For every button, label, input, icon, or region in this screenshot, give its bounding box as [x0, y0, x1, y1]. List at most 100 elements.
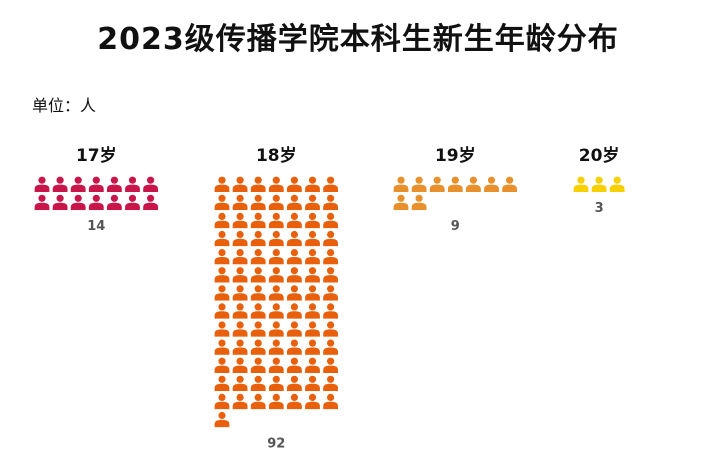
- person-icon: [323, 285, 338, 301]
- person-icon: [287, 357, 302, 373]
- person-icon: [591, 176, 607, 192]
- person-icon: [323, 176, 338, 192]
- category-label: 19岁: [435, 145, 476, 166]
- person-icon: [125, 194, 140, 211]
- person-icon: [88, 176, 104, 192]
- value-label: 9: [451, 219, 460, 234]
- person-icon: [214, 357, 230, 373]
- person-icon: [323, 249, 338, 265]
- person-icon: [305, 230, 320, 247]
- person-icon: [323, 267, 338, 283]
- person-icon: [305, 212, 320, 229]
- person-icon: [250, 267, 266, 283]
- person-icon: [393, 194, 409, 211]
- person-icon: [411, 176, 427, 192]
- person-icon: [232, 303, 248, 319]
- person-icon: [287, 393, 302, 410]
- category-label: 17岁: [76, 145, 117, 166]
- person-icon: [609, 176, 625, 192]
- person-icon: [250, 212, 266, 229]
- person-icon: [268, 212, 284, 229]
- person-icon: [268, 321, 284, 337]
- person-icon: [214, 230, 230, 247]
- person-icon: [466, 176, 481, 192]
- person-icon: [411, 194, 427, 211]
- person-icon: [323, 321, 338, 337]
- person-icon: [232, 212, 248, 229]
- person-icon: [287, 375, 302, 392]
- person-icon: [484, 176, 499, 192]
- person-icon: [323, 339, 338, 355]
- category-group: 18岁 92: [214, 145, 338, 451]
- person-icon: [250, 303, 266, 319]
- chart-title: 2023级传播学院本科生新生年龄分布: [97, 22, 619, 57]
- person-icon: [232, 357, 248, 373]
- person-icon: [323, 194, 338, 211]
- person-icon: [268, 267, 284, 283]
- person-icon: [232, 230, 248, 247]
- person-icon: [214, 212, 230, 229]
- person-icon: [268, 249, 284, 265]
- person-icon: [287, 176, 302, 192]
- person-icon: [214, 393, 230, 410]
- person-icon: [52, 176, 68, 192]
- person-icon: [287, 339, 302, 355]
- category-group: 20岁 3: [573, 145, 625, 216]
- person-icon: [232, 267, 248, 283]
- person-icon: [34, 176, 50, 192]
- person-icon: [305, 375, 320, 392]
- person-icon: [305, 249, 320, 265]
- unit-label: 单位：人: [32, 96, 97, 115]
- person-icon: [250, 230, 266, 247]
- person-icon: [268, 393, 284, 410]
- value-label: 92: [267, 436, 285, 451]
- person-icon: [429, 176, 445, 192]
- person-icon: [287, 230, 302, 247]
- person-icon: [393, 176, 409, 192]
- category-label: 20岁: [579, 145, 620, 166]
- person-icon: [305, 194, 320, 211]
- person-icon: [107, 194, 122, 211]
- person-icon: [323, 303, 338, 319]
- person-icon: [70, 176, 86, 192]
- person-icon: [34, 194, 50, 211]
- person-icon: [287, 194, 302, 211]
- person-icon: [305, 321, 320, 337]
- person-icon: [502, 176, 517, 192]
- person-icon: [250, 285, 266, 301]
- person-icon: [250, 249, 266, 265]
- person-icon: [305, 176, 320, 192]
- person-icon: [214, 411, 230, 428]
- person-icon: [268, 375, 284, 392]
- person-icon: [143, 194, 158, 211]
- person-icon: [232, 285, 248, 301]
- category-group: 17岁 14: [34, 145, 158, 234]
- person-icon: [305, 285, 320, 301]
- person-icon: [214, 194, 230, 211]
- person-icon: [305, 339, 320, 355]
- person-icon: [268, 230, 284, 247]
- person-icon: [232, 321, 248, 337]
- person-icon: [268, 357, 284, 373]
- person-icon: [287, 267, 302, 283]
- person-icon: [250, 321, 266, 337]
- person-icon: [232, 339, 248, 355]
- person-icon: [250, 375, 266, 392]
- person-icon: [268, 339, 284, 355]
- person-icon: [305, 357, 320, 373]
- person-icon: [287, 321, 302, 337]
- person-icon: [323, 230, 338, 247]
- person-icon: [323, 212, 338, 229]
- person-icon: [143, 176, 158, 192]
- person-icon: [214, 249, 230, 265]
- person-icon: [305, 267, 320, 283]
- value-label: 3: [595, 201, 604, 216]
- person-icon: [287, 303, 302, 319]
- person-icon: [232, 194, 248, 211]
- person-icon: [88, 194, 104, 211]
- person-icon: [232, 375, 248, 392]
- person-icon: [214, 267, 230, 283]
- person-icon: [214, 321, 230, 337]
- person-icon: [214, 339, 230, 355]
- person-icon: [250, 357, 266, 373]
